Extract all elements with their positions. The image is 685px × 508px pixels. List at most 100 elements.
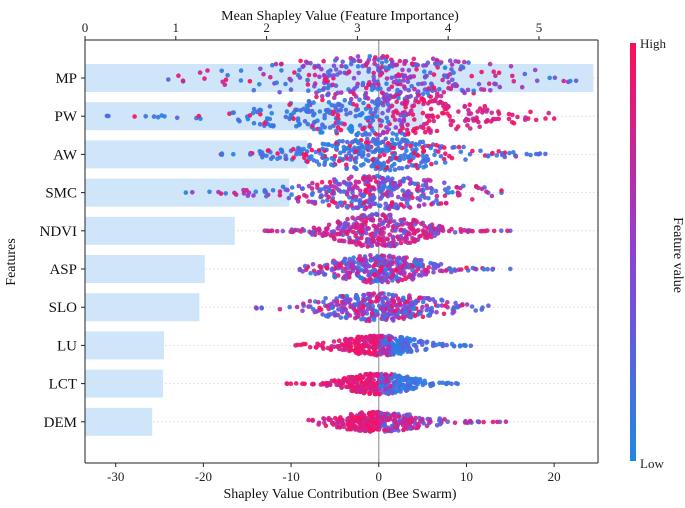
swarm-point bbox=[385, 237, 391, 242]
swarm-point bbox=[417, 163, 422, 169]
swarm-point bbox=[320, 344, 325, 349]
swarm-point bbox=[451, 70, 456, 75]
swarm-point bbox=[331, 63, 337, 68]
swarm-point bbox=[424, 113, 430, 119]
swarm-point bbox=[268, 74, 273, 80]
colorbar bbox=[630, 43, 636, 461]
swarm-point bbox=[381, 256, 387, 262]
swarm-point bbox=[432, 152, 437, 158]
swarm-point bbox=[442, 180, 447, 186]
swarm-point bbox=[385, 185, 391, 191]
swarm-point bbox=[346, 69, 352, 74]
swarm-point bbox=[342, 121, 347, 127]
swarm-aw bbox=[218, 136, 548, 173]
swarm-point bbox=[303, 341, 308, 347]
swarm-point bbox=[343, 276, 349, 282]
swarm-point bbox=[405, 79, 411, 84]
swarm-point bbox=[370, 163, 376, 168]
swarm-point bbox=[319, 193, 324, 198]
swarm-point bbox=[363, 267, 369, 272]
swarm-point bbox=[370, 413, 376, 418]
swarm-point bbox=[424, 268, 429, 273]
swarm-point bbox=[480, 305, 485, 310]
swarm-point bbox=[299, 186, 305, 192]
swarm-point bbox=[488, 88, 493, 93]
swarm-point bbox=[470, 197, 475, 202]
swarm-point bbox=[371, 185, 376, 190]
swarm-point bbox=[389, 335, 395, 340]
swarm-slo bbox=[253, 291, 491, 324]
swarm-point bbox=[295, 116, 301, 121]
feature-label-mp: MP bbox=[55, 71, 77, 87]
swarm-point bbox=[376, 203, 382, 208]
swarm-point bbox=[389, 145, 395, 150]
swarm-point bbox=[382, 427, 387, 433]
swarm-point bbox=[445, 111, 450, 116]
swarm-point bbox=[460, 65, 466, 70]
swarm-point bbox=[326, 202, 332, 208]
swarm-point bbox=[421, 125, 426, 131]
swarm-point bbox=[379, 55, 385, 60]
swarm-point bbox=[406, 222, 412, 227]
swarm-point bbox=[368, 382, 374, 387]
swarm-point bbox=[254, 306, 259, 311]
swarm-point bbox=[377, 154, 383, 159]
swarm-point bbox=[399, 196, 405, 202]
top-tick-label: 0 bbox=[82, 20, 89, 35]
swarm-point bbox=[320, 153, 326, 158]
swarm-point bbox=[354, 309, 360, 315]
swarm-point bbox=[326, 91, 331, 96]
swarm-point bbox=[337, 263, 342, 268]
swarm-point bbox=[347, 383, 353, 389]
swarm-point bbox=[426, 265, 432, 270]
swarm-point bbox=[253, 189, 259, 194]
swarm-point bbox=[411, 56, 417, 62]
swarm-point bbox=[322, 272, 328, 277]
swarm-point bbox=[383, 201, 389, 207]
swarm-point bbox=[411, 150, 417, 156]
swarm-point bbox=[411, 271, 417, 276]
swarm-point bbox=[486, 81, 492, 86]
swarm-point bbox=[336, 119, 341, 125]
swarm-point bbox=[490, 419, 496, 425]
swarm-point bbox=[379, 371, 384, 377]
swarm-point bbox=[264, 194, 269, 199]
swarm-point bbox=[340, 139, 346, 144]
swarm-point bbox=[366, 263, 372, 269]
swarm-point bbox=[391, 243, 397, 248]
swarm-point bbox=[357, 97, 362, 102]
swarm-point bbox=[365, 302, 370, 308]
swarm-point bbox=[369, 243, 375, 248]
swarm-point bbox=[277, 189, 283, 194]
swarm-point bbox=[352, 264, 357, 270]
swarm-point bbox=[400, 67, 405, 73]
swarm-point bbox=[374, 98, 380, 103]
swarm-point bbox=[325, 107, 331, 113]
swarm-point bbox=[428, 113, 433, 119]
swarm-point bbox=[537, 151, 543, 156]
swarm-point bbox=[247, 113, 253, 118]
swarm-point bbox=[496, 149, 502, 154]
swarm-point bbox=[298, 151, 303, 157]
swarm-point bbox=[442, 74, 448, 79]
swarm-point bbox=[269, 228, 275, 233]
swarm-point bbox=[465, 123, 470, 128]
swarm-point bbox=[437, 418, 442, 423]
swarm-point bbox=[371, 272, 377, 277]
swarm-point bbox=[375, 63, 380, 69]
swarm-point bbox=[336, 338, 342, 344]
swarm-point bbox=[438, 93, 444, 99]
swarm-point bbox=[458, 185, 463, 191]
swarm-point bbox=[323, 313, 329, 319]
swarm-point bbox=[496, 70, 502, 76]
swarm-point bbox=[355, 205, 361, 210]
swarm-point bbox=[363, 230, 369, 236]
swarm-point bbox=[435, 303, 441, 309]
swarm-point bbox=[462, 103, 468, 109]
swarm-point bbox=[389, 137, 395, 143]
swarm-point bbox=[456, 109, 461, 114]
swarm-point bbox=[371, 136, 376, 142]
swarm-point bbox=[344, 299, 350, 304]
swarm-point bbox=[480, 107, 486, 113]
